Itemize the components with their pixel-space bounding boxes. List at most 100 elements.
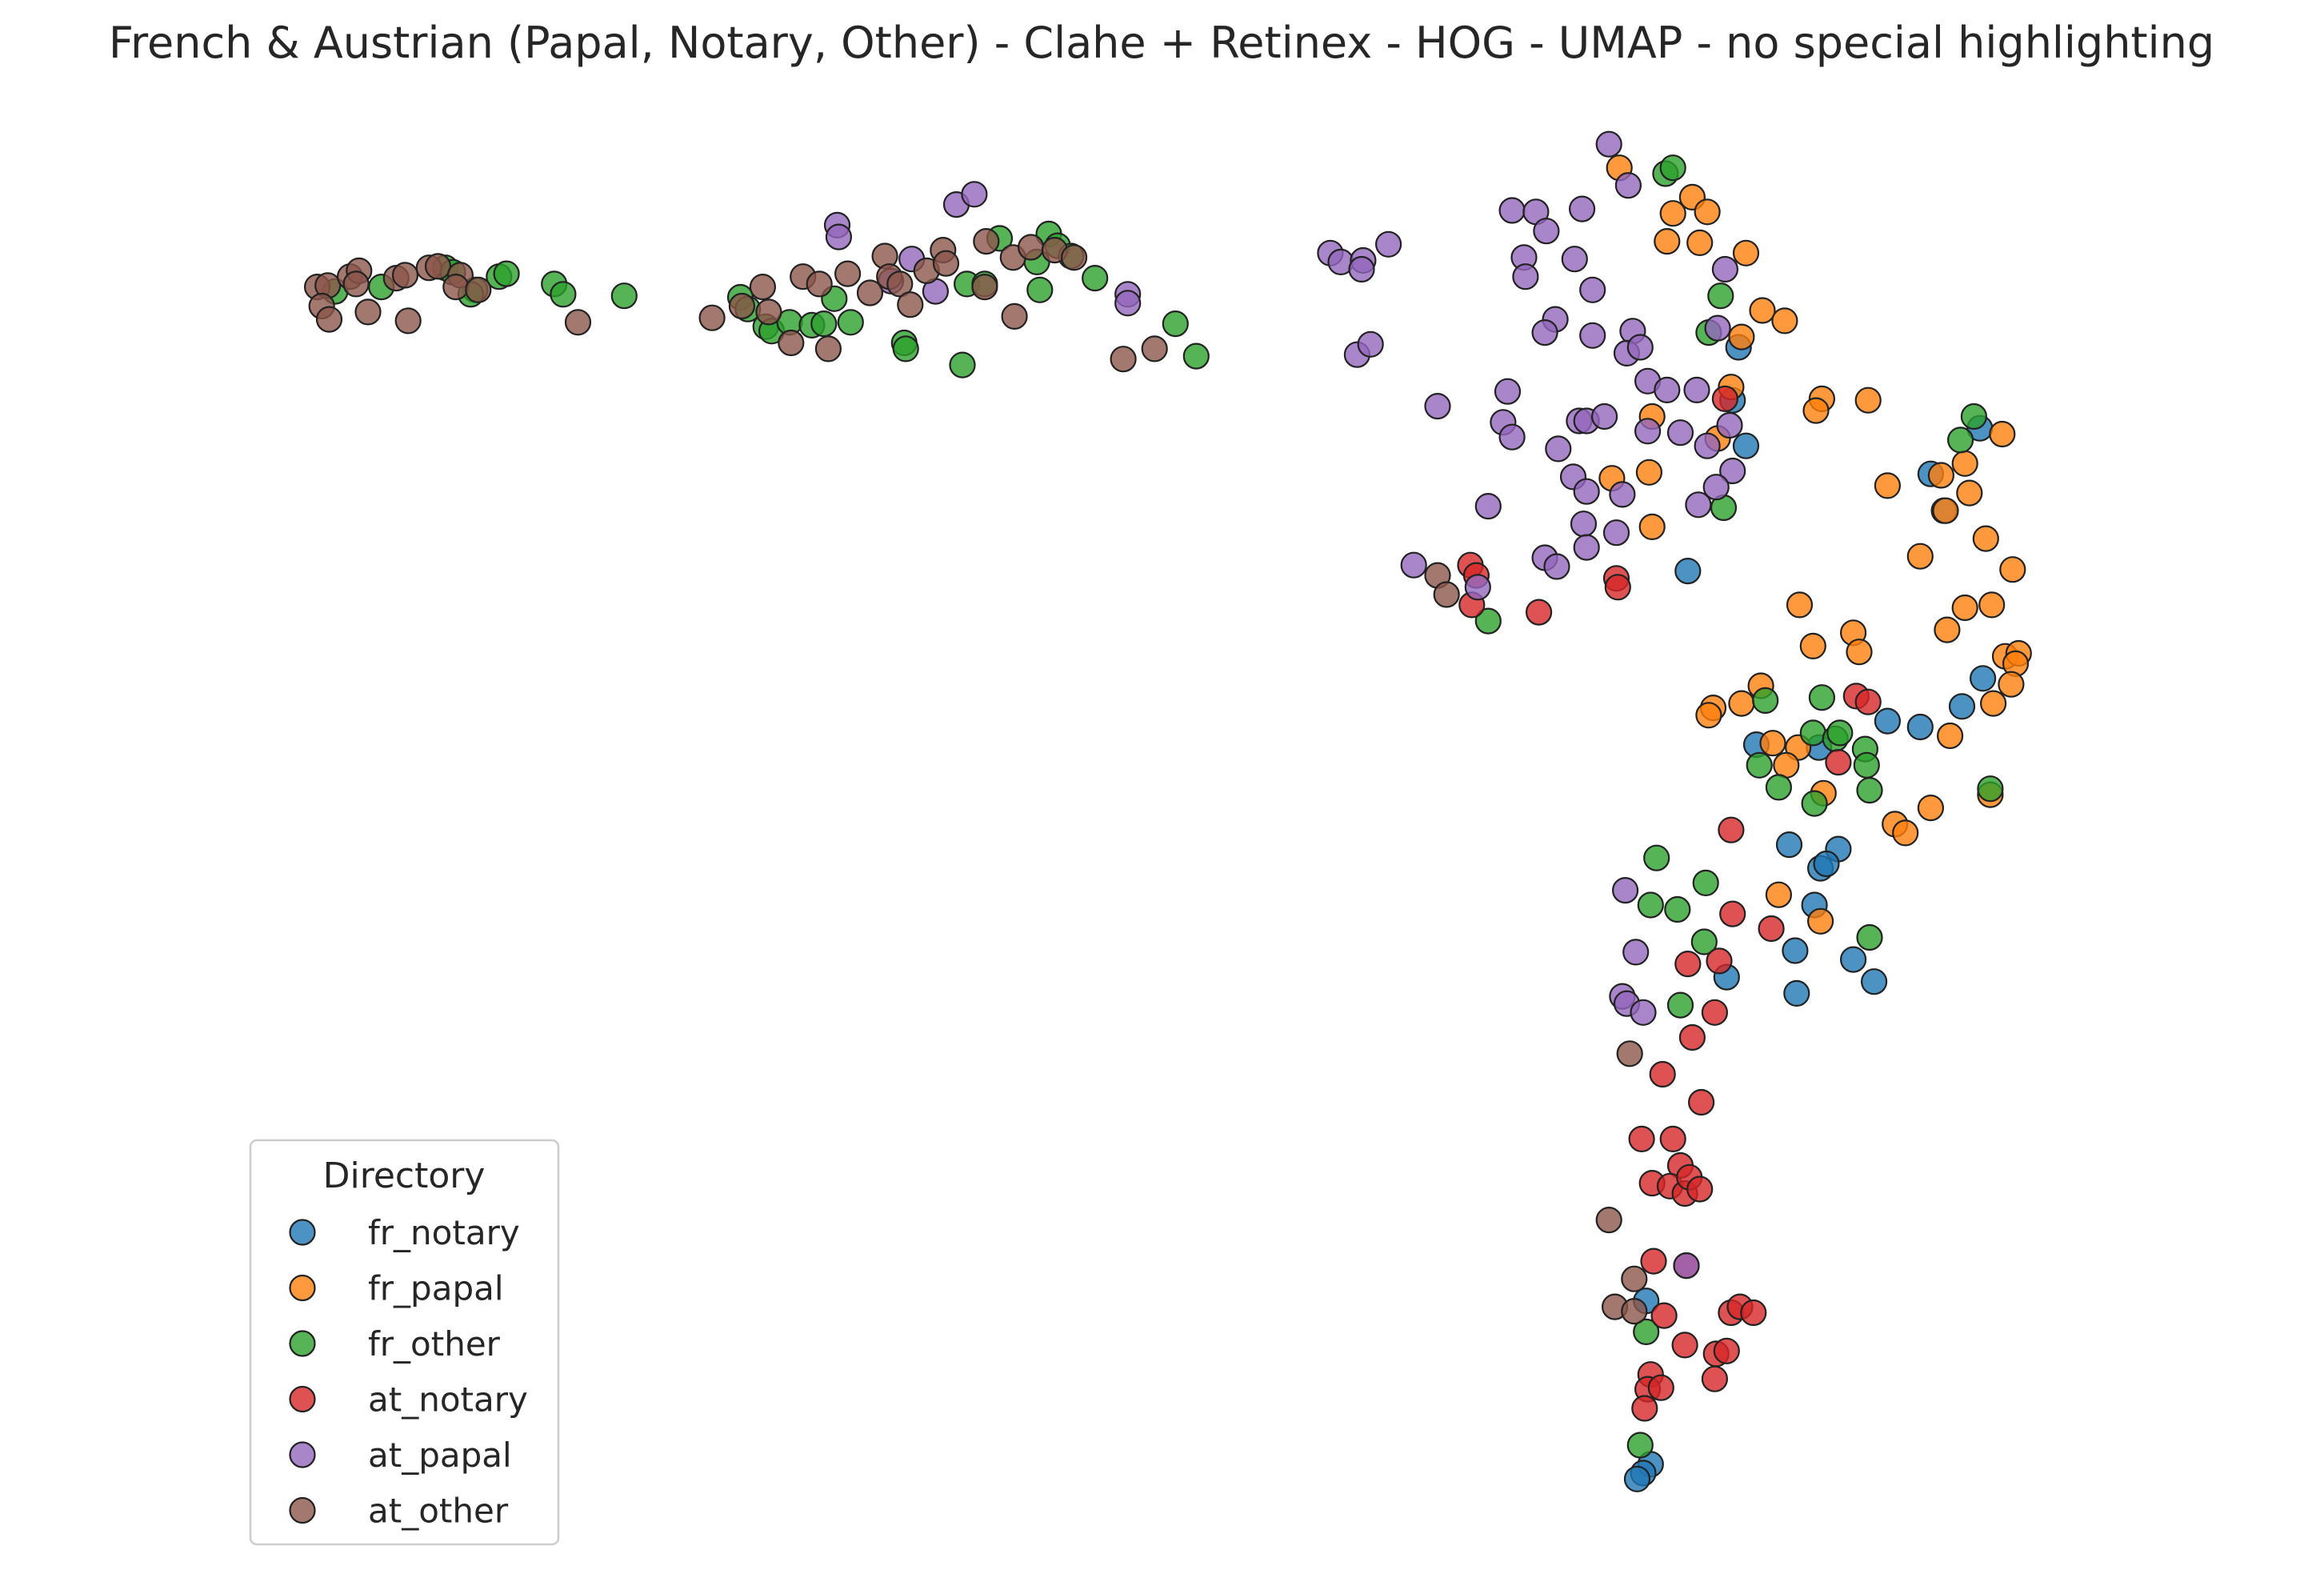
point-fr_other-47: [1799, 719, 1826, 747]
point-at_other-41: [1110, 346, 1137, 373]
point-at_notary-36: [1701, 1365, 1728, 1392]
point-at_papal-46: [1666, 419, 1694, 447]
point-at_other-26: [856, 279, 884, 306]
legend-marker-fr_other: [289, 1330, 316, 1357]
point-at_other-18: [728, 292, 756, 320]
point-at_notary-33: [1740, 1299, 1767, 1327]
legend-label-at_other: at_other: [368, 1492, 509, 1531]
point-at_other-23: [806, 270, 833, 298]
point-fr_papal-46: [1937, 722, 1964, 750]
point-at_papal-53: [1573, 478, 1600, 505]
point-fr_papal-53: [1765, 881, 1792, 908]
legend-title: Directory: [323, 1155, 486, 1196]
legend-label-at_notary: at_notary: [368, 1380, 528, 1420]
point-at_other-37: [1001, 302, 1028, 330]
point-fr_other-31: [1082, 265, 1109, 292]
point-at_other-46: [1595, 1206, 1622, 1234]
point-at_other-16: [564, 309, 592, 336]
point-at_notary-6: [1604, 574, 1631, 601]
point-at_papal-55: [1474, 492, 1502, 520]
series-at_other: [304, 228, 1648, 1325]
point-fr_papal-7: [1749, 297, 1776, 324]
point-at_other-15: [394, 307, 422, 334]
point-at_papal-6: [961, 181, 988, 208]
point-at_notary-9: [1825, 748, 1852, 776]
series-at_notary: [1457, 385, 1882, 1422]
point-fr_notary-9: [1906, 713, 1934, 741]
point-fr_other-39: [1474, 607, 1502, 635]
point-at_other-6: [315, 306, 343, 333]
point-fr_other-61: [1633, 1318, 1660, 1346]
point-fr_notary-21: [1783, 979, 1810, 1007]
point-at_papal-34: [1654, 376, 1681, 403]
point-fr_other-22: [949, 351, 976, 378]
legend-entry-fr_other: fr_other: [289, 1324, 501, 1364]
point-fr_other-18: [837, 309, 864, 336]
point-fr_papal-4: [1654, 228, 1681, 255]
point-at_papal-16: [1424, 393, 1451, 420]
legend-label-fr_other: fr_other: [368, 1324, 501, 1364]
point-fr_other-10: [610, 282, 638, 310]
point-fr_notary-10: [1874, 707, 1901, 735]
point-at_papal-37: [1704, 314, 1731, 342]
legend-entry-fr_papal: fr_papal: [289, 1269, 504, 1308]
point-at_papal-12: [1348, 255, 1375, 283]
point-fr_papal-54: [1807, 907, 1834, 935]
legend-marker-fr_notary: [289, 1219, 316, 1246]
point-at_papal-63: [1611, 876, 1639, 904]
point-fr_papal-43: [1759, 730, 1786, 757]
point-fr_notary-8: [1948, 693, 1976, 720]
point-at_other-4: [342, 270, 370, 298]
point-fr_other-26: [1026, 276, 1054, 303]
point-at_papal-68: [1673, 1252, 1700, 1280]
point-fr_other-40: [1960, 403, 1987, 431]
point-at_papal-17: [1595, 130, 1622, 158]
point-at_papal-49: [1719, 457, 1746, 485]
point-fr_other-60: [1856, 923, 1883, 951]
point-at_notary-39: [1647, 1374, 1674, 1401]
point-at_papal-64: [1622, 939, 1650, 966]
point-fr_other-36: [1707, 282, 1734, 310]
point-fr_other-35: [1659, 154, 1686, 182]
point-at_notary-13: [1674, 950, 1702, 978]
point-fr_notary-20: [1861, 968, 1888, 995]
point-fr_other-55: [1692, 869, 1719, 897]
point-fr_papal-51: [1917, 794, 1944, 822]
legend-label-fr_notary: fr_notary: [368, 1213, 520, 1252]
series-fr_notary: [1623, 334, 1997, 1492]
point-at_papal-48: [1694, 432, 1721, 459]
point-at_notary-4: [1525, 599, 1553, 626]
point-at_other-19: [749, 274, 777, 301]
point-at_other-45: [1616, 1040, 1643, 1067]
point-at_notary-19: [1628, 1125, 1655, 1153]
point-fr_papal-24: [1972, 525, 1999, 552]
point-at_notary-18: [1688, 1088, 1715, 1116]
point-fr_papal-28: [1786, 591, 1814, 619]
point-at_notary-28: [1640, 1248, 1667, 1275]
point-fr_papal-27: [1999, 556, 2026, 583]
point-fr_other-46: [1765, 774, 1792, 801]
plot-area: [304, 130, 2032, 1492]
point-at_papal-28: [1531, 319, 1558, 346]
point-fr_papal-45: [1773, 751, 1800, 779]
point-at_notary-14: [1706, 947, 1733, 975]
point-at_other-25: [834, 260, 862, 287]
legend-marker-at_papal: [289, 1441, 316, 1468]
point-fr_papal-22: [1956, 479, 1983, 507]
point-at_papal-15: [1357, 330, 1384, 358]
point-at_other-42: [1141, 335, 1168, 362]
point-at_papal-40: [1498, 423, 1526, 451]
point-fr_other-17: [810, 310, 838, 338]
point-at_notary-29: [1650, 1302, 1678, 1329]
point-at_notary-12: [1758, 915, 1785, 943]
point-at_other-14: [465, 276, 492, 303]
point-at_notary-0: [1711, 385, 1738, 412]
point-fr_papal-13: [1854, 386, 1882, 414]
point-at_notary-30: [1671, 1332, 1698, 1359]
point-fr_notary-3: [1674, 557, 1702, 585]
point-fr_notary-26: [1623, 1465, 1651, 1492]
point-fr_papal-6: [1732, 239, 1760, 266]
point-at_other-44: [1433, 581, 1460, 608]
legend-frame: [249, 1139, 560, 1546]
legend-entries: fr_notary fr_papal fr_other at_notary at_pap…: [289, 1213, 528, 1531]
